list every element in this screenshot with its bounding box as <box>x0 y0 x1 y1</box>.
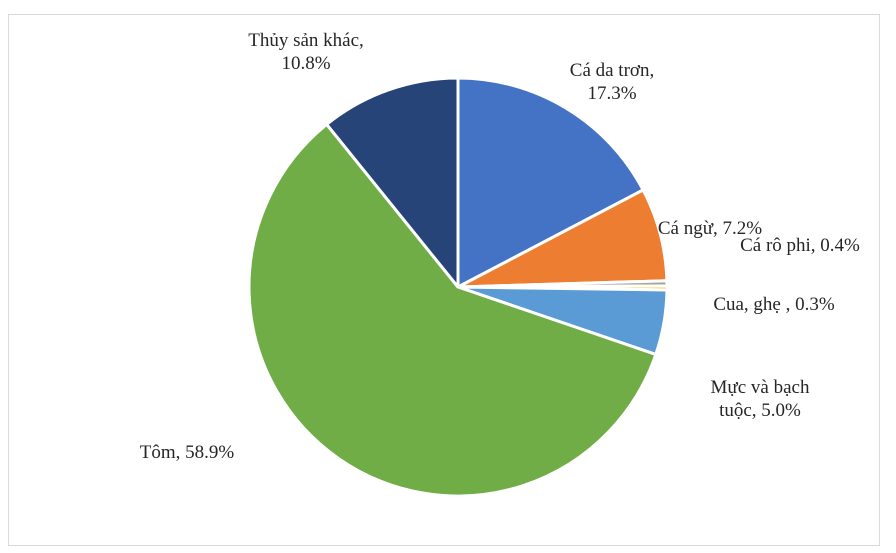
data-label-line: Mực và bạch <box>711 377 810 398</box>
data-label: Cá ngừ, 7.2% <box>658 218 762 239</box>
pie-slice <box>247 122 658 498</box>
data-label: Cá da trơn, 17.3% <box>570 60 654 104</box>
data-label-line: Cá da trơn, <box>570 60 654 81</box>
data-label: Cua, ghẹ , 0.3% <box>713 294 835 315</box>
data-label-line: Tôm, 58.9% <box>140 442 235 463</box>
data-label-line: Cá ngừ, 7.2% <box>658 218 762 239</box>
data-label: Cá rô phi, 0.4% <box>740 235 860 256</box>
data-label-line: 10.8% <box>281 53 330 74</box>
pie-slice <box>456 76 645 289</box>
pie-slices <box>247 76 669 498</box>
data-labels: Cá da trơn, 17.3% Cá ngừ, 7.2%Cá rô phi, 0… <box>140 30 860 463</box>
data-label: Thủy sản khác, 10.8% <box>248 30 364 74</box>
data-label-line: Cá rô phi, 0.4% <box>740 235 860 256</box>
data-label-line: 17.3% <box>587 83 636 104</box>
data-label-line: Cua, ghẹ , 0.3% <box>713 294 835 315</box>
data-label: Mực và bạch tuộc, 5.0% <box>711 377 810 421</box>
pie-slice <box>325 76 460 289</box>
data-label-line: Thủy sản khác, <box>248 30 364 51</box>
data-label-line: tuộc, 5.0% <box>719 400 801 421</box>
data-label: Tôm, 58.9% <box>140 442 235 463</box>
